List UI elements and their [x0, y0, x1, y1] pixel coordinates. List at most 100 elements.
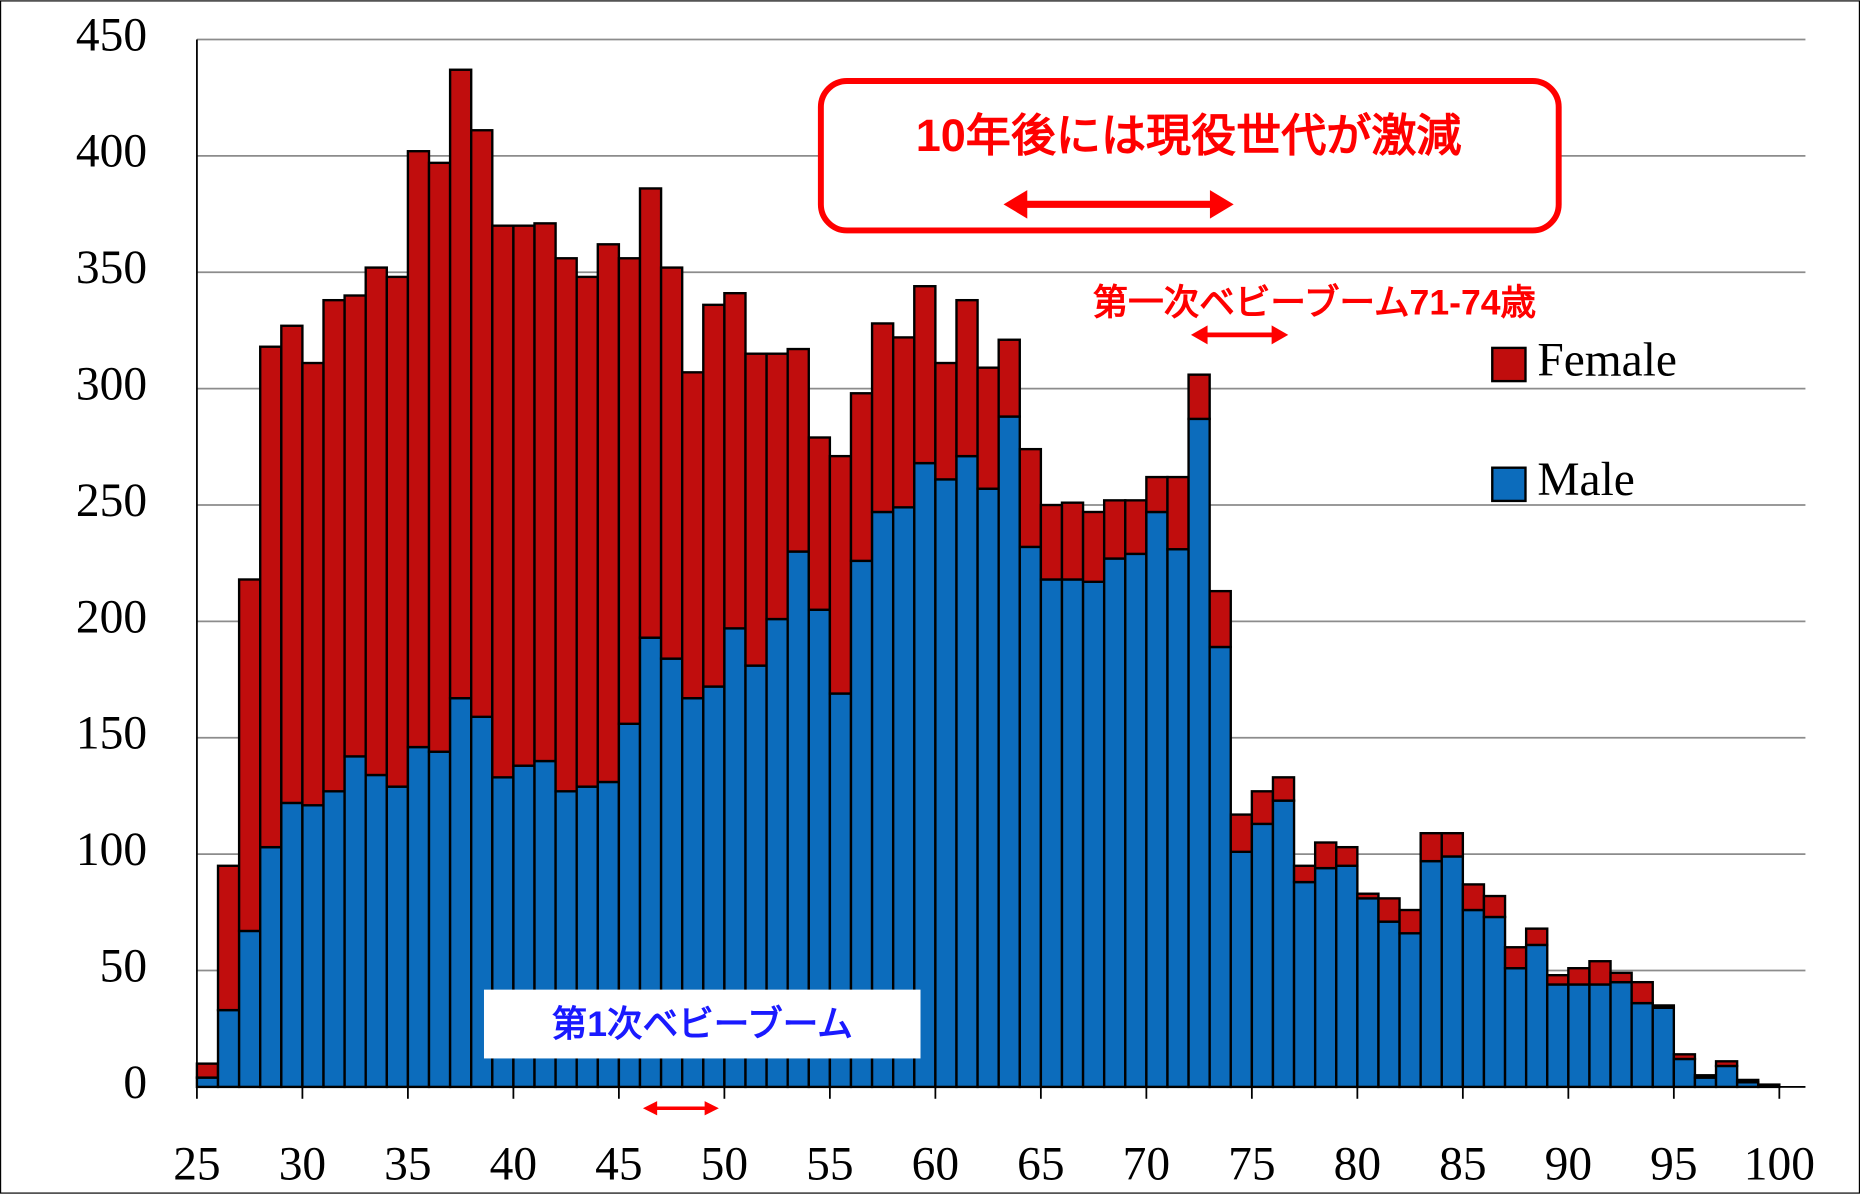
bar-segment: [195, 1062, 220, 1079]
bar-segment: [870, 322, 895, 514]
bar-segment: [1018, 447, 1043, 549]
bar-segment: [1271, 776, 1296, 802]
x-tick-label: 45: [595, 1139, 642, 1191]
bar-segment: [1060, 578, 1085, 1089]
bar-segment: [216, 1008, 241, 1089]
bar-segment: [1039, 503, 1064, 581]
bar-segment: [934, 478, 958, 1089]
annotation: 第一次ベビーブーム71-74歳: [1093, 283, 1537, 323]
bar-segment: [1672, 1057, 1697, 1089]
bar-segment: [554, 257, 578, 793]
y-tick-label: 200: [76, 591, 147, 643]
bar-segment: [997, 415, 1021, 1089]
bar-segment: [448, 697, 473, 1089]
x-tick-label: 40: [490, 1139, 537, 1191]
bar-segment: [1398, 932, 1422, 1089]
bar-segment: [237, 929, 262, 1089]
bar-segment: [744, 352, 768, 667]
bar-segment: [364, 266, 388, 777]
bar-segment: [1335, 864, 1359, 1089]
bar-segment: [1419, 832, 1443, 863]
bar-segment: [1651, 1006, 1676, 1089]
bar-segment: [1313, 841, 1338, 870]
bar-segment: [1124, 499, 1148, 556]
bar-segment: [343, 294, 367, 758]
bar-segment: [385, 785, 410, 1089]
bar-segment: [1693, 1074, 1718, 1079]
bar-segment: [1588, 983, 1612, 1089]
bar-segment: [1440, 832, 1465, 858]
bar-segment: [1377, 920, 1401, 1089]
bar-segment: [891, 336, 916, 509]
x-tick-label: 65: [1017, 1139, 1064, 1191]
bar-segment: [1461, 908, 1486, 1089]
bar-segment: [1250, 790, 1275, 826]
bar-segment: [575, 275, 599, 788]
bar-segment: [1630, 980, 1654, 1005]
bar-segment: [1102, 499, 1127, 560]
bar-segment: [259, 845, 283, 1089]
x-tick-label: 95: [1650, 1139, 1697, 1191]
bar-segment: [1482, 915, 1507, 1089]
bar-segment: [1524, 927, 1549, 947]
bar-segment: [280, 801, 304, 1089]
bar-segment: [1398, 908, 1422, 935]
annotation: 第1次ベビーブーム: [552, 1004, 853, 1044]
bar-segment: [1229, 813, 1254, 854]
bar-segment: [1672, 1053, 1697, 1061]
bar-segment: [596, 243, 621, 784]
bar-segment: [343, 755, 367, 1089]
y-tick-label: 350: [76, 242, 147, 294]
annotation-box: [483, 989, 921, 1059]
bar-segment: [1145, 510, 1169, 1089]
bar-segment: [1292, 864, 1317, 884]
bar-segment: [1757, 1083, 1781, 1089]
y-tick-label: 450: [76, 9, 147, 61]
x-tick-label: 100: [1744, 1139, 1815, 1191]
bar-segment: [322, 790, 346, 1089]
bar-segment: [659, 266, 684, 660]
bar-segment: [976, 366, 1000, 490]
bar-segment: [1229, 850, 1254, 1089]
x-tick-label: 90: [1545, 1139, 1592, 1191]
bar-segment: [448, 68, 473, 700]
bar-segment: [1166, 548, 1190, 1089]
bar-segment: [1503, 946, 1528, 970]
bar-segment: [1503, 967, 1528, 1089]
x-tick-label: 35: [384, 1139, 431, 1191]
x-tick-label: 60: [912, 1139, 959, 1191]
bar-segment: [786, 347, 810, 553]
bar-segment: [259, 345, 283, 849]
bar-segment: [934, 361, 958, 481]
bar-segment: [322, 298, 346, 793]
bar-segment: [638, 187, 663, 639]
x-tick-label: 75: [1228, 1139, 1275, 1191]
bar-segment: [470, 129, 494, 719]
y-tick-label: 300: [76, 359, 147, 411]
bar-segment: [1714, 1060, 1739, 1068]
bar-segment: [1419, 859, 1443, 1089]
bar-segment: [1440, 855, 1465, 1089]
bar-segment: [976, 487, 1000, 1089]
bar-segment: [997, 338, 1021, 418]
bar-segment: [1145, 475, 1169, 514]
bar-segment: [1651, 1004, 1676, 1009]
bar-segment: [1630, 1001, 1654, 1089]
bar-segment: [406, 150, 431, 749]
bar-segment: [1292, 880, 1317, 1089]
bar-segment: [301, 361, 325, 807]
bar-segment: [1166, 475, 1190, 551]
bar-segment: [1588, 960, 1612, 986]
x-tick-label: 25: [173, 1139, 220, 1191]
bar-segment: [1208, 645, 1232, 1089]
double-arrow: [642, 1101, 719, 1116]
x-tick-label: 85: [1439, 1139, 1486, 1191]
bar-segment: [1208, 589, 1232, 649]
legend-swatch: [1491, 346, 1527, 383]
bar-segment: [617, 257, 642, 725]
x-tick-label: 70: [1123, 1139, 1170, 1191]
bar-segment: [1714, 1064, 1739, 1089]
y-tick-label: 50: [100, 940, 147, 992]
bar-segment: [955, 298, 979, 458]
bar-segment: [955, 454, 979, 1089]
